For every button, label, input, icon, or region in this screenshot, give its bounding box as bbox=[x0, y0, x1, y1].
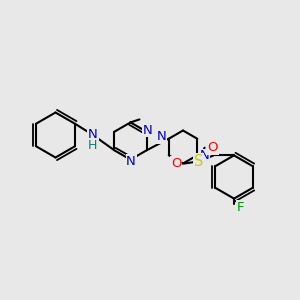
Text: N: N bbox=[142, 124, 152, 137]
Text: H: H bbox=[88, 139, 97, 152]
Text: F: F bbox=[236, 201, 244, 214]
Text: S: S bbox=[194, 154, 203, 169]
Text: O: O bbox=[171, 157, 181, 170]
Text: N: N bbox=[88, 128, 98, 142]
Text: N: N bbox=[200, 149, 209, 162]
Text: N: N bbox=[126, 154, 136, 168]
Text: N: N bbox=[157, 130, 166, 143]
Text: O: O bbox=[208, 141, 218, 154]
